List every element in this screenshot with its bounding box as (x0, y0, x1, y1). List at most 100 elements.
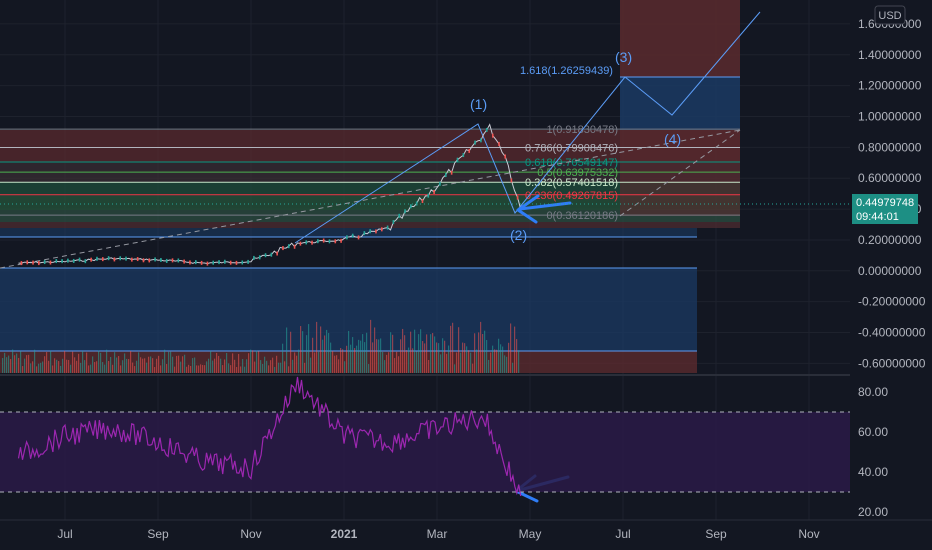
volume-bar (170, 351, 172, 373)
rsi-axis-ticks: 80.00 60.00 40.00 20.00 (858, 385, 888, 519)
volume-bar (378, 339, 380, 373)
volume-bar (262, 363, 264, 373)
volume-bar (190, 365, 192, 373)
volume-bar (446, 353, 448, 373)
volume-bar (448, 345, 450, 373)
volume-bar (386, 354, 388, 373)
volume-bar (30, 363, 32, 373)
volume-bar (322, 339, 324, 373)
price-series[interactable] (18, 123, 522, 265)
price-candle (386, 225, 389, 230)
wave-projection-dashed (619, 129, 741, 217)
price-candle (480, 138, 482, 143)
wave-label-4: (4) (664, 131, 681, 147)
volume-bar (98, 350, 100, 373)
rsi-series[interactable] (17, 376, 522, 497)
volume-bar (14, 355, 16, 373)
volume-bar (280, 362, 282, 373)
volume-bar (186, 366, 188, 373)
volume-bar (368, 364, 370, 373)
volume-bar (452, 322, 454, 373)
volume-bar (234, 359, 236, 373)
volume-bar (482, 333, 484, 373)
volume-bar (214, 358, 216, 373)
volume-bar (442, 338, 444, 373)
fib-retracement[interactable] (0, 130, 740, 238)
price-axis[interactable] (850, 0, 932, 550)
volume-bar (260, 360, 262, 373)
price-candle (369, 229, 371, 234)
volume-bar (90, 364, 92, 373)
volume-bar (28, 354, 30, 373)
fib-zone-05-0382 (0, 196, 740, 210)
volume-bar (306, 335, 308, 373)
volume-bar (136, 360, 138, 373)
currency-label: USD (878, 10, 901, 22)
volume-bar (422, 341, 424, 373)
price-candle (270, 252, 273, 257)
rsi-pane[interactable] (0, 376, 850, 497)
price-candle (404, 209, 406, 214)
price-candle (264, 253, 267, 258)
volume-bar (394, 358, 396, 373)
volume-bar (58, 361, 60, 373)
volume-bar (152, 358, 154, 373)
elliott-wave-path[interactable] (294, 11, 761, 244)
fib-zone-0382-0236 (0, 210, 740, 222)
volume-bar (204, 365, 206, 373)
volume-bar (66, 359, 68, 373)
price-candle (299, 241, 302, 246)
volume-bar (356, 345, 358, 373)
volume-bar (516, 339, 518, 373)
volume-bar (466, 346, 468, 373)
volume-bar (108, 360, 110, 373)
volume-bar (376, 339, 378, 373)
time-tick-label: Sep (147, 527, 169, 541)
price-candle (282, 246, 284, 251)
volume-bar (286, 327, 288, 373)
volume-bar (388, 352, 390, 373)
price-candle (224, 259, 226, 264)
projection-box[interactable] (620, 0, 740, 216)
volume-bar (70, 364, 72, 373)
volume-bar (384, 360, 386, 373)
price-candle (67, 258, 69, 263)
price-candle (427, 193, 430, 198)
volume-bar (126, 358, 128, 373)
volume-bar (168, 351, 170, 373)
price-candle (510, 178, 513, 183)
price-candle (32, 260, 34, 265)
volume-bar (60, 365, 62, 373)
price-candle (206, 261, 209, 266)
volume-bar (332, 350, 334, 373)
volume-bar (324, 335, 326, 373)
price-candle (287, 244, 290, 249)
price-tick-label: -0.40000000 (858, 326, 926, 340)
volume-bar (426, 334, 428, 373)
currency-button[interactable]: USD (874, 5, 906, 25)
wave-label-1: (1) (470, 96, 487, 112)
volume-bar (310, 357, 312, 373)
volume-bar (460, 352, 462, 373)
price-candle (125, 256, 127, 261)
price-tick-label: 0.60000000 (858, 171, 922, 185)
projection-lower-zone (620, 77, 740, 130)
fib-level-label: 0.618(0.70549147) (525, 157, 618, 169)
volume-bar (198, 365, 200, 373)
volume-bar (304, 362, 306, 373)
volume-bar (480, 321, 482, 373)
volume-bar (38, 363, 40, 373)
volume-bar (254, 361, 256, 373)
price-candle (113, 257, 116, 262)
time-tick-label: Jul (615, 527, 630, 541)
volume-bar (74, 357, 76, 373)
price-candle (247, 259, 249, 264)
volume-bar (390, 332, 392, 373)
volume-bar (182, 356, 184, 373)
time-axis-ticks[interactable]: Jul Sep Nov 2021 Mar May Jul Sep Nov (57, 527, 819, 541)
volume-bar (224, 359, 226, 373)
time-tick-label: May (519, 527, 542, 541)
volume-bar (236, 366, 238, 373)
volume-bar (44, 356, 46, 373)
